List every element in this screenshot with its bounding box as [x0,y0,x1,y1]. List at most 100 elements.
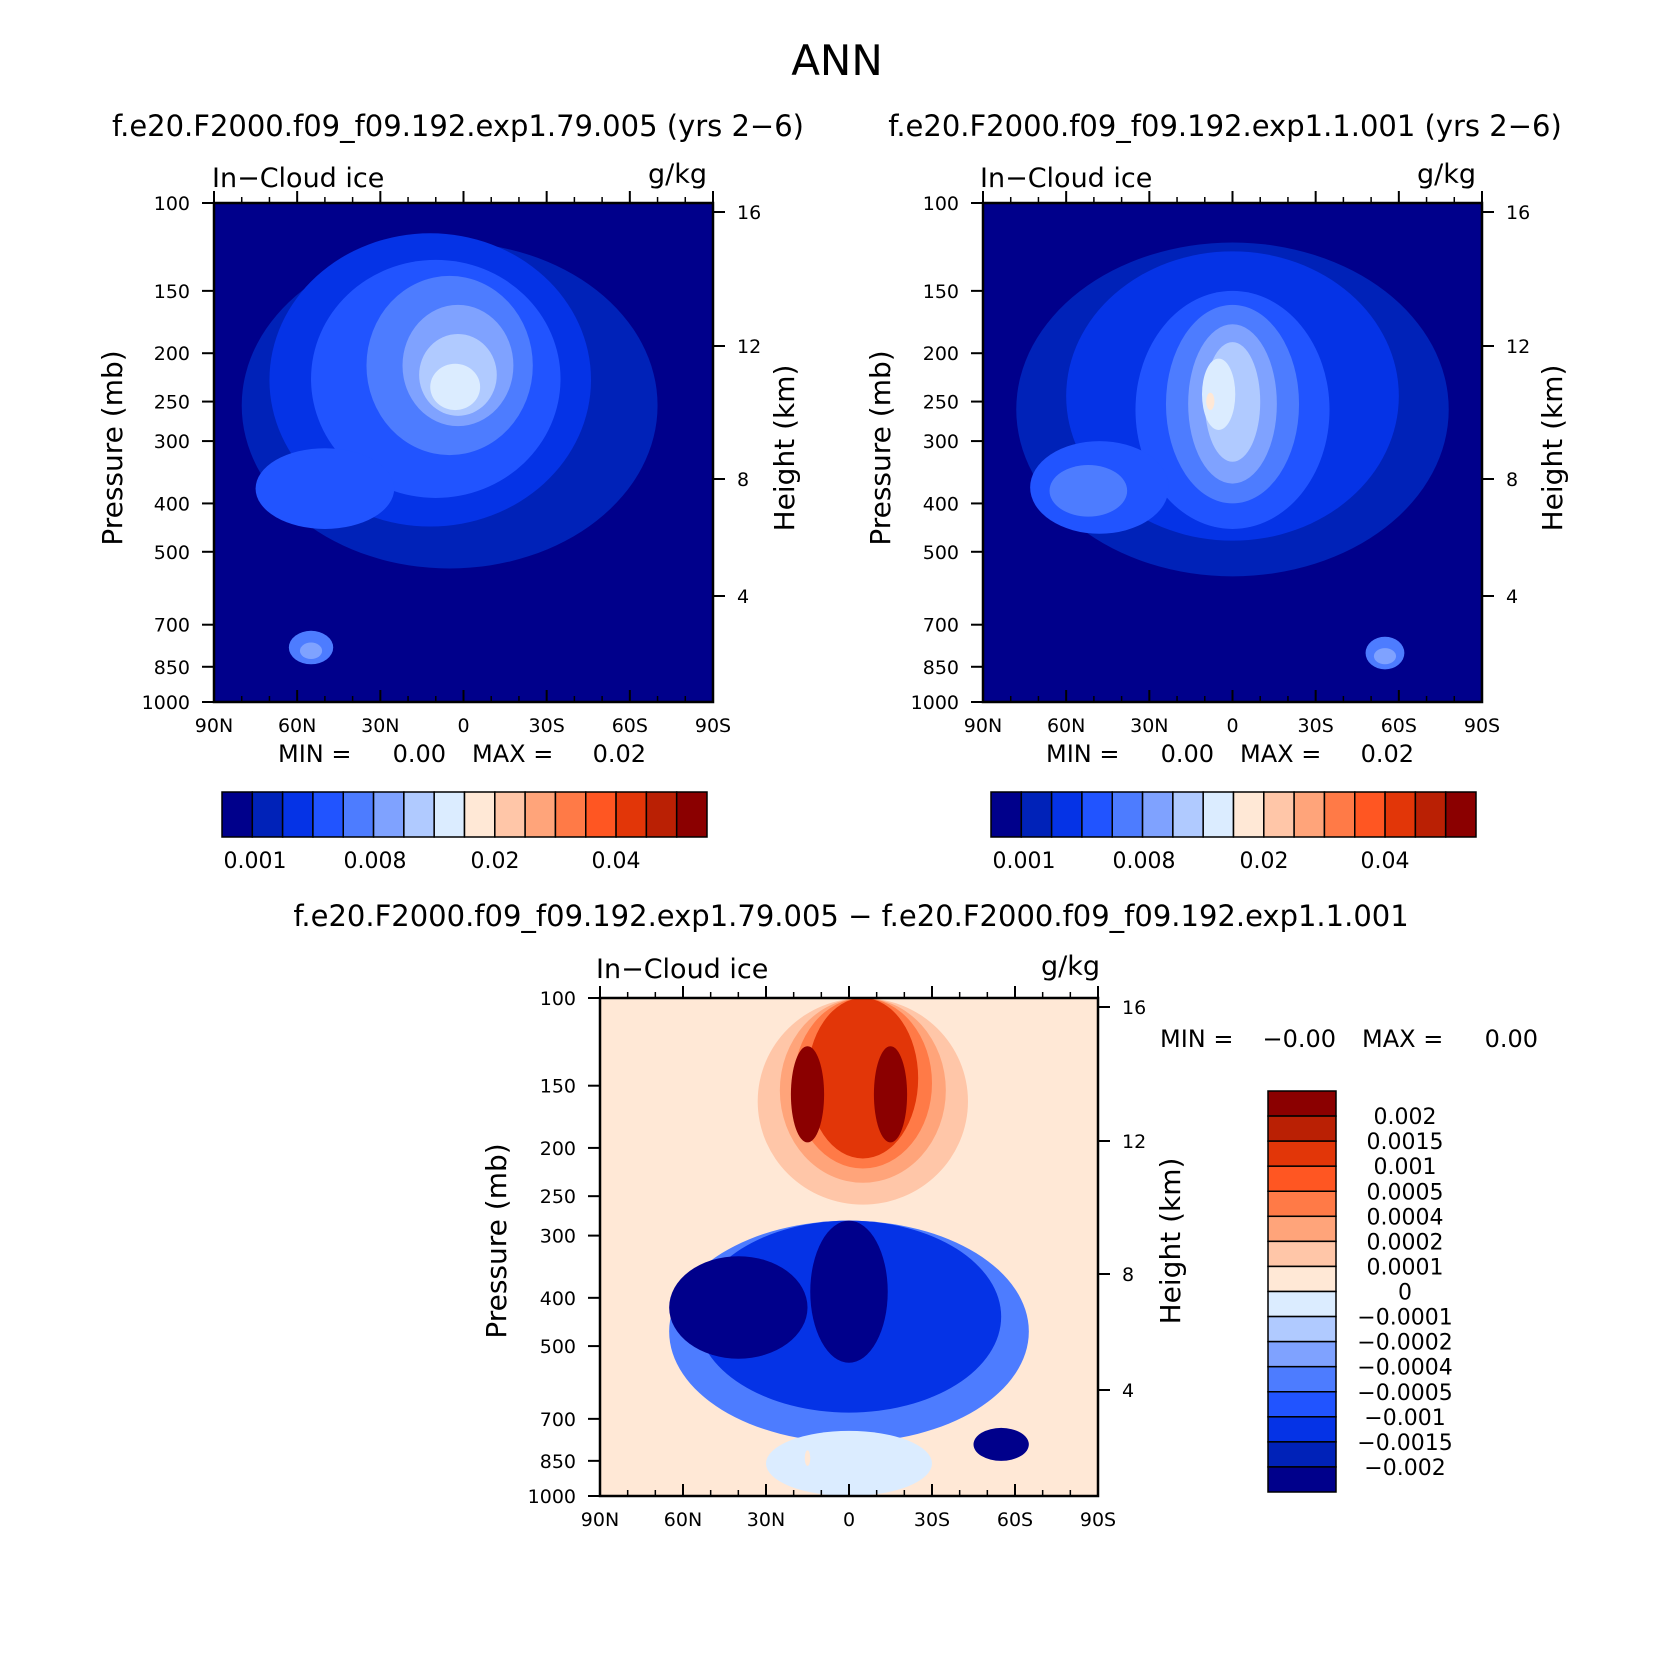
y2-tick-label: 16 [737,202,761,224]
y-tick-label: 700 [154,615,190,637]
colorbar-swatch [1323,791,1356,838]
max-value: 0.02 [1361,740,1414,768]
contour-level [973,1427,1029,1461]
y2-tick-label: 4 [737,586,749,608]
colorbar-label: 0.04 [1361,849,1410,874]
colorbar-swatch [615,791,648,838]
colorbar-swatch [1111,791,1144,838]
y2-tick-label: 8 [1506,469,1518,491]
max-value: 0.00 [1485,1025,1538,1053]
contour-level [873,1046,908,1143]
contour-level [255,448,395,529]
colorbar-swatch [1202,791,1235,838]
y2-tick-label: 4 [1506,586,1518,608]
colorbar-swatch [403,791,435,838]
y-tick-label: 100 [540,988,576,1010]
colorbar-label: 0.001 [993,849,1056,874]
y-tick-label: 100 [923,193,959,215]
y-tick-label: 400 [923,493,959,515]
colorbar-swatch [554,791,587,838]
x-tick-label: 60N [278,715,316,737]
min-label: MIN = [1046,740,1119,768]
x-tick-label: 90N [581,1509,619,1531]
x-tick-label: 30N [361,715,399,737]
colorbar-swatch [1267,1391,1337,1418]
max-label: MAX = [1240,740,1321,768]
colorbar-swatch [1444,791,1477,838]
colorbar-swatch [1263,791,1295,838]
y2-axis-label: Height (km) [1154,1158,1187,1325]
x-tick-label: 30N [747,1509,785,1531]
y2-tick-label: 8 [737,469,749,491]
figure-title: ANN [791,36,883,85]
y-tick-label: 300 [923,431,959,453]
min-value: −0.00 [1262,1025,1336,1053]
colorbar-label: −0.0015 [1357,1431,1452,1456]
colorbar-swatch [1354,791,1386,838]
contour-level [299,642,323,659]
y-axis-label: Pressure (mb) [864,350,897,545]
y-axis-label: Pressure (mb) [480,1143,513,1338]
colorbar-swatch [1267,1365,1337,1393]
colorbar-swatch [463,791,496,838]
min-value: 0.00 [393,740,446,768]
colorbar-label: 0.02 [1240,849,1289,874]
y-tick-label: 250 [154,392,190,414]
colorbar-swatch [1267,1441,1337,1468]
colorbar-swatch [524,791,557,838]
panel-model-79-005: f.e20.F2000.f09_f09.192.exp1.79.005 (yrs… [96,109,804,874]
colorbar-label: −0.001 [1364,1406,1445,1431]
colorbar-label: 0.0015 [1367,1130,1444,1155]
x-tick-label: 90S [1080,1509,1116,1531]
colorbar-swatch [585,791,617,838]
colorbar-swatch [312,791,344,838]
x-tick-label: 60S [997,1509,1033,1531]
max-label: MAX = [472,740,553,768]
y2-tick-label: 12 [737,336,761,358]
x-tick-label: 30S [529,715,565,737]
field-label: In−Cloud ice [980,163,1152,194]
y-tick-label: 850 [540,1451,576,1473]
panel-title: f.e20.F2000.f09_f09.192.exp1.1.001 (yrs … [888,109,1562,143]
colorbar-swatch [1267,1340,1337,1368]
min-label: MIN = [1160,1025,1233,1053]
colorbar-swatch [1267,1466,1337,1493]
x-tick-label: 60S [612,715,648,737]
y-tick-label: 850 [154,657,190,679]
x-tick-label: 30N [1130,715,1168,737]
y2-axis-label: Height (km) [1536,365,1569,532]
contour-level [430,363,481,411]
y-tick-label: 500 [540,1336,576,1358]
colorbar-label: 0.0004 [1367,1205,1444,1230]
contour-level [1373,648,1397,665]
colorbar-swatch [1267,1416,1337,1443]
colorbar-swatch [221,791,254,838]
contour-field [983,203,1482,702]
colorbar-swatch [1267,1090,1337,1117]
contour-level [804,1450,811,1466]
colorbar-swatch [342,791,375,838]
x-tick-label: 0 [457,715,469,737]
colorbar-swatch [1141,791,1174,838]
colorbar-label: 0.0002 [1367,1230,1444,1255]
colorbar-label: 0.001 [1374,1155,1437,1180]
colorbar-label: −0.002 [1364,1456,1445,1481]
contour-field [600,998,1098,1496]
colorbar-swatch [1050,791,1083,838]
y2-axis-label: Height (km) [768,365,801,532]
y-tick-label: 700 [923,615,959,637]
y-tick-label: 1000 [142,692,190,714]
colorbar-label: −0.0005 [1357,1381,1452,1406]
colorbar-swatch [1267,1265,1337,1293]
colorbar-swatch [1267,1115,1337,1142]
y-tick-label: 400 [540,1288,576,1310]
colorbar-label: 0.008 [1113,849,1176,874]
colorbar-label: 0.0001 [1367,1255,1444,1280]
contour-level [669,1256,808,1359]
units-label: g/kg [648,159,707,190]
colorbar-swatch [990,791,1023,838]
contour-level [790,1046,825,1143]
x-tick-label: 60N [1047,715,1085,737]
y-tick-label: 200 [923,343,959,365]
colorbar-label: −0.0004 [1357,1356,1452,1381]
